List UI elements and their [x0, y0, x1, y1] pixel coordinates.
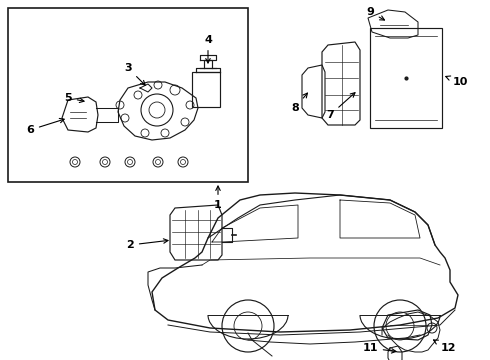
Text: 9: 9 — [366, 7, 385, 20]
Text: 6: 6 — [26, 118, 64, 135]
Text: 7: 7 — [326, 93, 355, 120]
Text: 10: 10 — [446, 76, 467, 87]
Text: 3: 3 — [124, 63, 145, 85]
FancyBboxPatch shape — [192, 72, 220, 107]
Text: 4: 4 — [204, 35, 212, 63]
Bar — [370, 28, 442, 128]
Text: 5: 5 — [64, 93, 84, 103]
Text: 1: 1 — [214, 186, 222, 210]
Bar — [8, 8, 248, 182]
Text: 11: 11 — [362, 343, 396, 353]
Text: 2: 2 — [126, 239, 168, 250]
Text: 8: 8 — [291, 93, 307, 113]
Text: 12: 12 — [434, 340, 456, 353]
